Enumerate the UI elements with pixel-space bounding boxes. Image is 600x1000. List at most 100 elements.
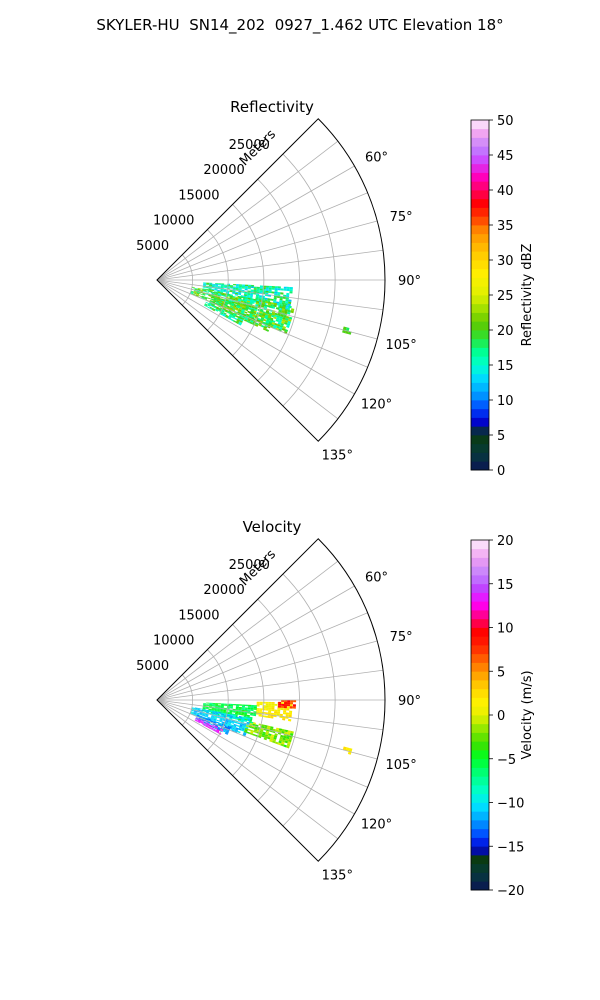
echo-cell — [267, 317, 271, 321]
echo-cell — [284, 729, 289, 733]
echo-cell — [229, 307, 233, 310]
colorbar-segment — [471, 750, 489, 760]
echo-cell — [269, 737, 274, 741]
echo-cell — [272, 740, 276, 744]
echo-cell — [235, 712, 239, 715]
echo-cell — [247, 297, 251, 300]
echo-cell — [214, 709, 218, 711]
echo-cell — [285, 714, 289, 717]
colorbar-segment — [471, 811, 489, 821]
echo-cell — [280, 288, 284, 291]
echo-cell — [232, 297, 236, 300]
echo-cell — [224, 304, 228, 307]
echo-cell — [242, 704, 246, 706]
echo-cell — [283, 708, 287, 711]
echo-cell — [230, 724, 234, 727]
echo-cell — [230, 306, 234, 309]
echo-cell — [234, 299, 239, 301]
echo-cell — [225, 309, 229, 312]
echo-cell — [220, 311, 224, 314]
echo-cell — [264, 734, 269, 737]
colorbar-tick-label: 10 — [497, 394, 514, 409]
echo-cell — [202, 293, 206, 295]
echo-cell — [229, 715, 233, 718]
echo-cell — [248, 704, 252, 707]
echo-cell — [218, 284, 222, 286]
echo-cell — [241, 729, 245, 732]
echo-cell — [209, 282, 213, 284]
colorbar-segment — [471, 120, 489, 130]
echo-cell — [193, 712, 197, 714]
colorbar-segment — [471, 137, 489, 147]
echo-cell — [277, 286, 281, 289]
echo-cell — [232, 320, 237, 323]
echo-cell — [250, 289, 254, 292]
echo-cell — [284, 320, 289, 323]
colorbar: 0 5 10 15 20 25 30 35 40 45 50 Reflectivity dBZ — [470, 114, 535, 479]
echo-cell — [274, 289, 278, 292]
echo-cell — [227, 311, 231, 314]
echo-cell — [216, 721, 220, 724]
echo-cell — [265, 311, 270, 314]
echo-cell — [274, 322, 278, 326]
echo-cell — [212, 704, 216, 706]
echo-cell — [206, 704, 210, 706]
echo-cell — [270, 736, 274, 739]
radial-tick-label: 10000 — [153, 214, 194, 229]
echo-cell — [252, 322, 256, 326]
echo-cell — [205, 715, 209, 717]
echo-cell — [206, 723, 210, 726]
angular-tick-label: 75° — [390, 210, 413, 225]
echo-cell — [271, 707, 275, 710]
echo-cell — [194, 288, 198, 290]
echo-cell — [293, 700, 297, 703]
echo-cell — [197, 708, 201, 710]
echo-cell — [268, 707, 272, 710]
echo-cell — [265, 285, 269, 288]
echo-cell — [209, 724, 213, 727]
echo-cell — [227, 704, 231, 707]
colorbar-segment — [471, 863, 489, 873]
echo-cell — [216, 306, 220, 309]
echo-cell — [250, 286, 254, 289]
echo-cell — [223, 729, 227, 732]
echo-cell — [215, 704, 219, 706]
echo-cell — [237, 719, 241, 722]
echo-cell — [284, 740, 289, 744]
azimuth-gridline — [156, 640, 378, 701]
echo-cell — [207, 721, 211, 724]
echo-cell — [222, 313, 227, 316]
echo-cell — [249, 295, 253, 298]
echo-cell — [202, 724, 206, 727]
echo-cell — [264, 724, 268, 728]
echo-cell — [215, 730, 219, 734]
echo-cell — [202, 714, 206, 716]
echo-cell — [211, 289, 215, 292]
echo-cell — [225, 302, 229, 304]
echo-cell — [244, 717, 248, 720]
echo-cell — [238, 708, 242, 710]
colorbar-segment — [471, 732, 489, 742]
colorbar-label: Reflectivity dBZ — [520, 244, 535, 347]
echo-cell — [238, 309, 242, 312]
echo-cell — [195, 717, 199, 720]
radial-tick-label: 25000 — [229, 558, 270, 573]
echo-cell — [208, 288, 212, 290]
echo-cell — [255, 300, 260, 304]
echo-cell — [241, 705, 245, 708]
echo-cell — [284, 702, 288, 705]
colorbar-segment — [471, 172, 489, 182]
echo-cell — [202, 716, 206, 719]
echo-cell — [223, 709, 227, 712]
echo-cell — [254, 727, 258, 730]
echo-cell — [271, 734, 275, 737]
echo-cell — [250, 731, 254, 734]
echo-cell — [200, 708, 204, 710]
echo-cell — [217, 290, 221, 293]
echo-cell — [290, 730, 294, 734]
echo-cell — [205, 288, 209, 291]
echo-cell — [209, 705, 212, 707]
echo-cell — [261, 303, 265, 307]
echo-cell — [241, 310, 245, 313]
colorbar-segment — [471, 408, 489, 418]
